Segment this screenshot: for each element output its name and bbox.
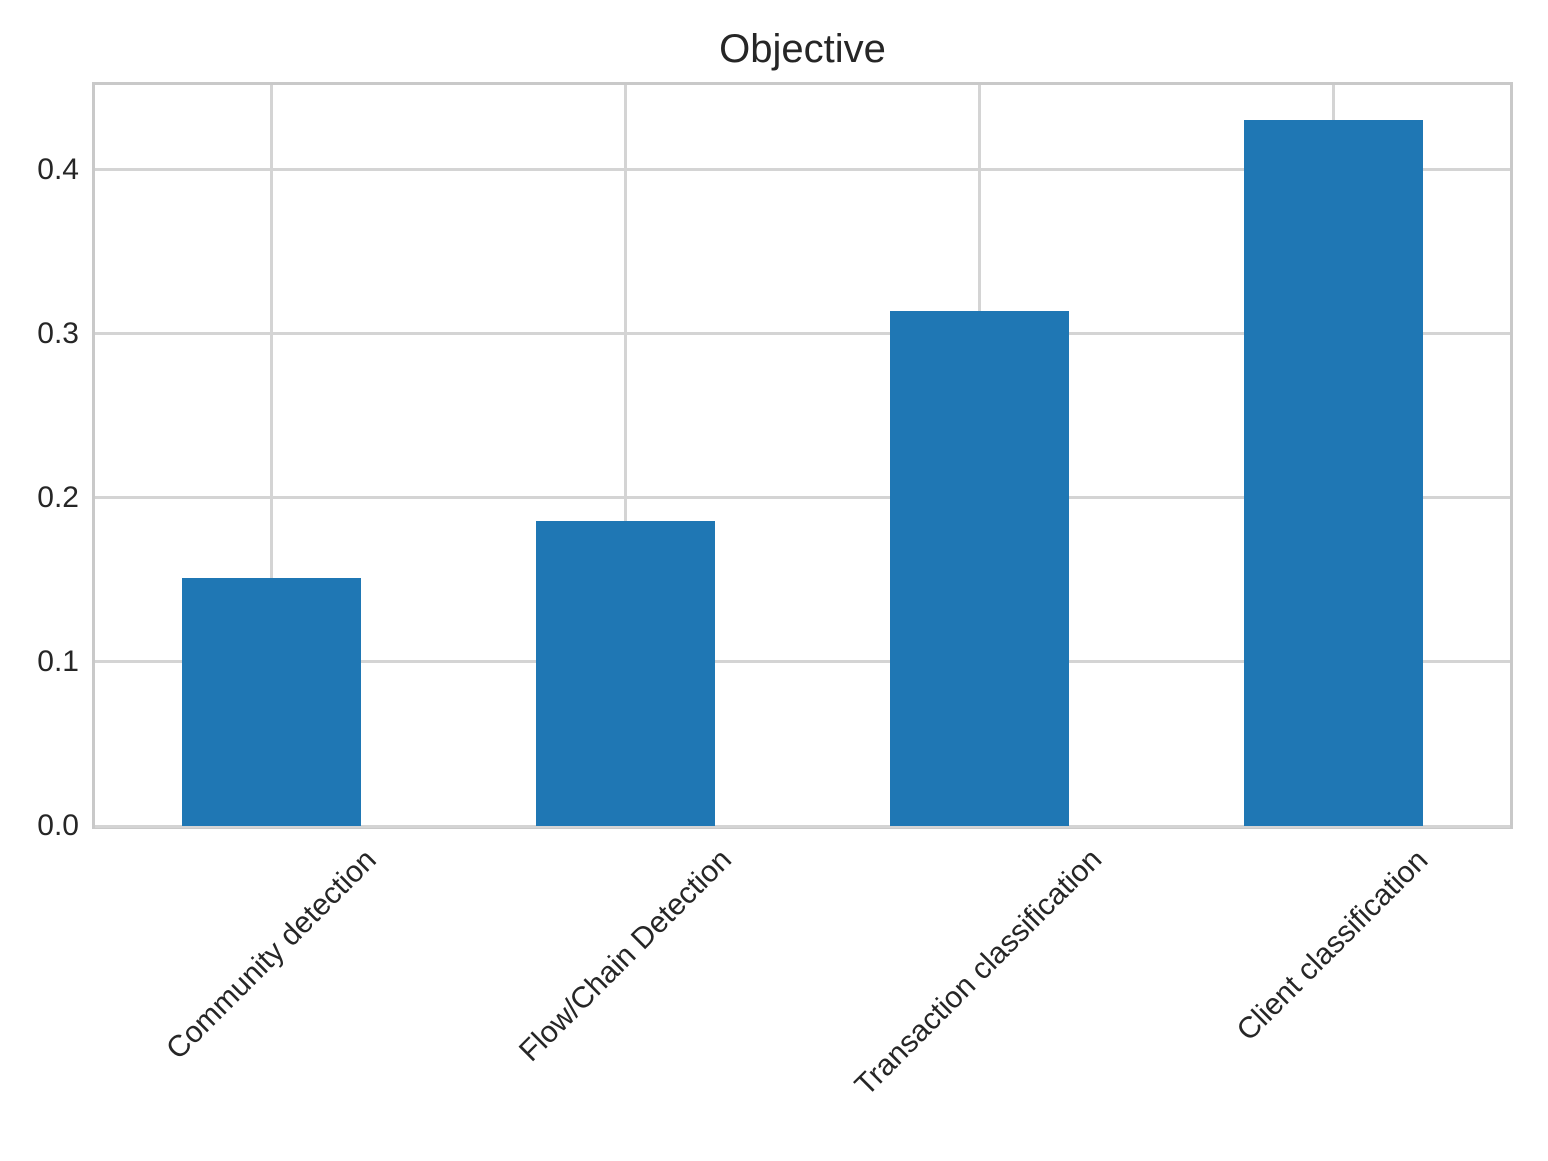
gridline-horizontal [95, 332, 1510, 336]
chart-title: Objective [719, 27, 886, 71]
plot-area [92, 82, 1513, 829]
gridline-horizontal [95, 824, 1510, 828]
y-tick-label: 0.0 [37, 809, 79, 842]
x-tick-label: Client classification [1230, 843, 1435, 1047]
gridline-horizontal [95, 496, 1510, 500]
gridline-vertical [270, 85, 274, 826]
bar [536, 520, 716, 826]
gridline-vertical [624, 85, 628, 826]
gridline-horizontal [95, 660, 1510, 664]
x-tick-label: Flow/Chain Detection [512, 843, 738, 1069]
bar [182, 578, 362, 826]
x-tick-label: Community detection [160, 843, 383, 1066]
bar [1243, 120, 1423, 826]
gridline-horizontal [95, 168, 1510, 172]
bar [889, 310, 1069, 826]
y-tick-label: 0.4 [37, 152, 79, 186]
y-tick-label: 0.2 [37, 480, 79, 514]
y-tick-label: 0.1 [37, 644, 79, 678]
x-tick-label: Transaction classification [849, 843, 1109, 1103]
y-tick-label: 0.3 [37, 316, 79, 350]
